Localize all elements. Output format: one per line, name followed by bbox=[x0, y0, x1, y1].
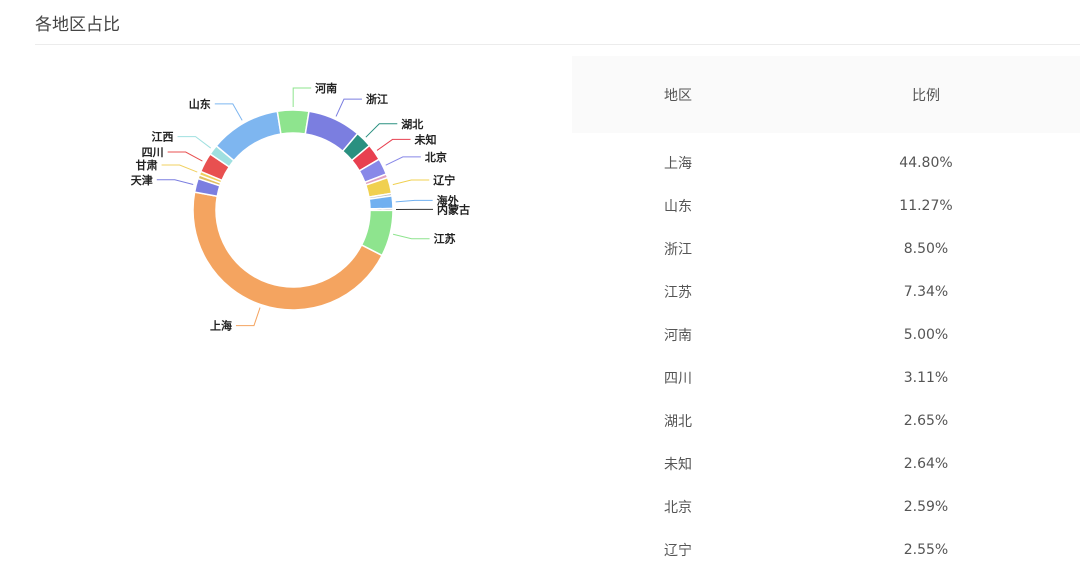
leader-line bbox=[336, 99, 362, 116]
cell-region: 湖北 bbox=[572, 411, 772, 431]
slice-label: 甘肃 bbox=[136, 158, 158, 172]
cell-region: 辽宁 bbox=[572, 540, 772, 560]
leader-line bbox=[393, 180, 429, 185]
leader-line bbox=[215, 104, 242, 121]
cell-ratio: 2.55% bbox=[772, 542, 1080, 558]
cell-region: 河南 bbox=[572, 325, 772, 345]
slice-label: 湖北 bbox=[401, 117, 423, 131]
section-title: 各地区占比 bbox=[35, 10, 120, 35]
cell-region: 四川 bbox=[572, 368, 772, 388]
leader-line bbox=[366, 124, 397, 137]
leader-line bbox=[377, 139, 410, 150]
cell-ratio: 8.50% bbox=[772, 241, 1080, 257]
slice-label: 北京 bbox=[425, 150, 447, 164]
slice-河南[interactable] bbox=[277, 110, 309, 134]
donut-chart: 上海天津甘肃四川江西山东河南浙江湖北未知北京辽宁海外内蒙古江苏 bbox=[0, 50, 570, 569]
cell-region: 江苏 bbox=[572, 282, 772, 302]
leader-line bbox=[162, 165, 198, 172]
cell-ratio: 11.27% bbox=[772, 198, 1080, 214]
cell-ratio: 2.59% bbox=[772, 499, 1080, 515]
leader-line bbox=[236, 308, 260, 326]
slice-label: 内蒙古 bbox=[437, 202, 470, 216]
leader-line bbox=[396, 200, 433, 201]
slice-label: 天津 bbox=[131, 173, 153, 187]
slice-label: 浙江 bbox=[366, 92, 388, 106]
leader-line bbox=[386, 157, 421, 165]
header-region: 地区 bbox=[572, 85, 772, 105]
cell-ratio: 44.80% bbox=[772, 155, 1080, 171]
leader-line bbox=[293, 88, 311, 107]
leader-line bbox=[157, 180, 193, 185]
cell-region: 北京 bbox=[572, 497, 772, 517]
cell-region: 浙江 bbox=[572, 239, 772, 259]
slice-label: 河南 bbox=[315, 81, 337, 95]
cell-ratio: 3.11% bbox=[772, 370, 1080, 386]
slice-山东[interactable] bbox=[216, 111, 281, 160]
leader-line bbox=[393, 234, 429, 238]
cell-ratio: 2.65% bbox=[772, 413, 1080, 429]
slice-label: 未知 bbox=[414, 132, 437, 146]
header-ratio: 比例 bbox=[772, 85, 1080, 105]
cell-region: 上海 bbox=[572, 153, 772, 173]
slice-label: 山东 bbox=[189, 97, 211, 111]
slice-label: 江西 bbox=[152, 130, 174, 144]
slice-label: 四川 bbox=[142, 146, 164, 159]
slice-label: 上海 bbox=[210, 319, 232, 333]
slice-label: 辽宁 bbox=[433, 173, 455, 187]
cell-region: 山东 bbox=[572, 196, 772, 216]
cell-region: 未知 bbox=[572, 454, 772, 474]
leader-line bbox=[168, 152, 203, 161]
slice-label: 江苏 bbox=[434, 232, 456, 246]
leader-line bbox=[178, 137, 211, 148]
slice-上海[interactable] bbox=[193, 192, 382, 310]
cell-ratio: 2.64% bbox=[772, 456, 1080, 472]
cell-ratio: 7.34% bbox=[772, 284, 1080, 300]
cell-ratio: 5.00% bbox=[772, 327, 1080, 343]
divider bbox=[35, 44, 1080, 45]
table-header: 地区 比例 bbox=[572, 56, 1080, 133]
